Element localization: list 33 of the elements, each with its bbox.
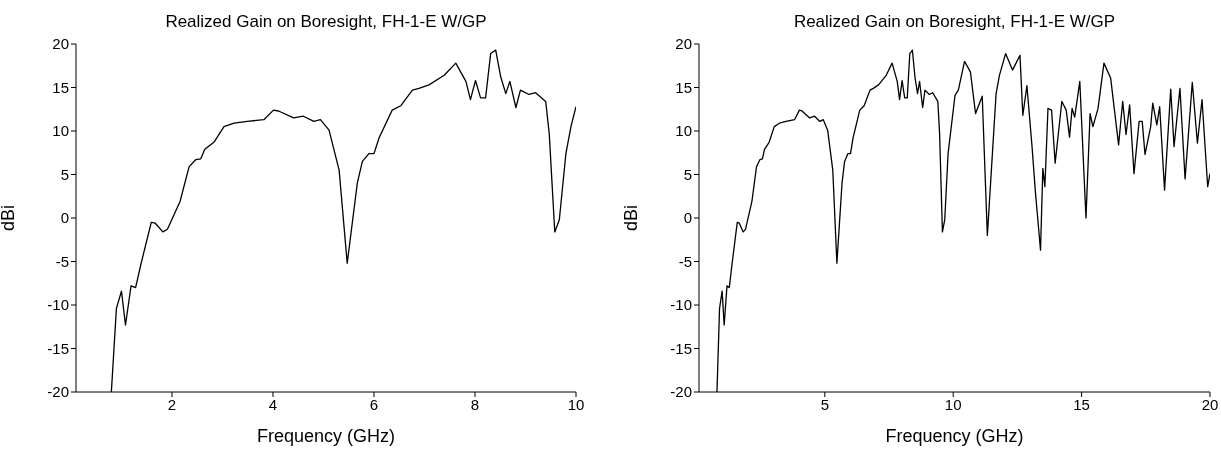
y-tick-label: 0 xyxy=(683,209,692,227)
y-tick-label: 20 xyxy=(675,35,692,53)
y-axis-title: dBi xyxy=(0,204,19,232)
y-tick-label: 5 xyxy=(60,165,69,183)
y-tick-label: -5 xyxy=(55,252,69,270)
x-tick-label: 5 xyxy=(820,395,829,413)
x-tick-label: 8 xyxy=(470,395,480,413)
x-tick-label: 20 xyxy=(1201,395,1219,413)
y-tick-label: 20 xyxy=(52,35,69,53)
y-tick-label: -20 xyxy=(670,383,692,401)
chart-title: Realized Gain on Boresight, FH-1-E W/GP xyxy=(792,12,1117,32)
x-tick-label: 6 xyxy=(369,395,379,413)
x-tick-label: 10 xyxy=(567,395,585,413)
y-tick-label: 15 xyxy=(675,78,692,96)
chart-title: Realized Gain on Boresight, FH-1-E W/GP xyxy=(164,12,488,32)
x-tick-label: 15 xyxy=(1073,395,1090,413)
y-tick-label: -10 xyxy=(670,296,692,314)
y-tick-label: 5 xyxy=(683,165,692,183)
y-tick-label: -15 xyxy=(670,339,692,357)
y-axis-title: dBi xyxy=(621,204,642,232)
y-tick-label: -15 xyxy=(47,339,69,357)
x-tick-label: 4 xyxy=(268,395,278,413)
y-tick-label: -5 xyxy=(678,252,692,270)
y-tick-label: 15 xyxy=(52,78,69,96)
x-axis-title: Frequency (GHz) xyxy=(885,426,1024,446)
y-tick-label: 10 xyxy=(52,122,69,140)
x-tick-label: 2 xyxy=(167,395,177,413)
y-tick-label: 10 xyxy=(675,122,692,140)
y-tick-label: 0 xyxy=(60,209,69,227)
y-tick-label: -10 xyxy=(47,296,69,314)
y-tick-label: -20 xyxy=(47,383,69,401)
x-tick-label: 10 xyxy=(944,395,962,413)
x-axis-title: Frequency (GHz) xyxy=(256,426,396,446)
